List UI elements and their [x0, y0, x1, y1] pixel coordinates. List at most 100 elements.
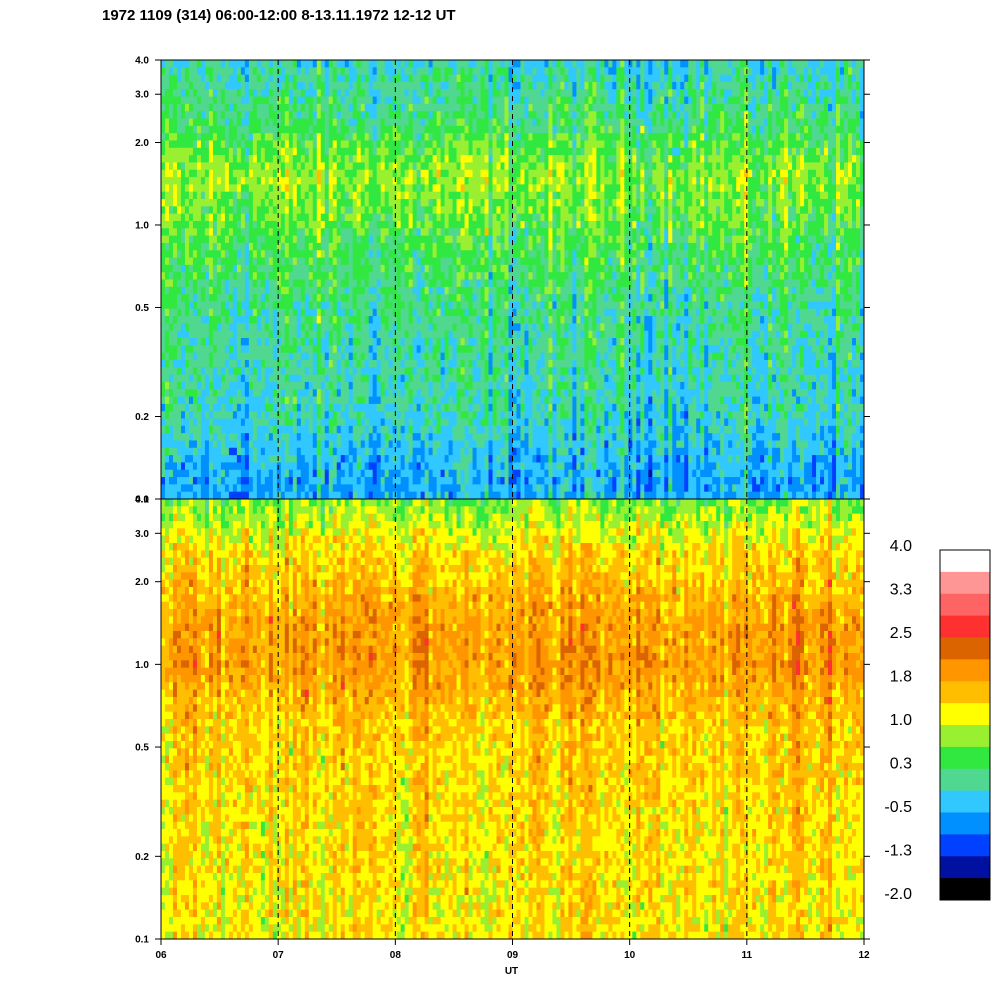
heatmap-cell	[220, 330, 226, 339]
heatmap-cell	[260, 228, 266, 236]
heatmap-cell	[216, 425, 222, 434]
heatmap-cell	[444, 323, 449, 332]
heatmap-cell	[184, 133, 190, 141]
heatmap-cell	[164, 169, 170, 178]
heatmap-cell	[444, 111, 449, 119]
heatmap-cell	[168, 264, 174, 273]
heatmap-cell	[404, 199, 410, 207]
heatmap-cell	[236, 147, 242, 156]
heatmap-cell	[428, 235, 434, 244]
heatmap-cell	[304, 440, 310, 449]
heatmap-cell	[464, 140, 469, 149]
heatmap-cell	[240, 140, 246, 149]
heatmap-cell	[260, 462, 266, 471]
heatmap-cell	[240, 389, 246, 397]
heatmap-cell	[416, 140, 422, 149]
heatmap-cell	[420, 199, 426, 207]
heatmap-cell	[316, 323, 322, 332]
heatmap-cell	[172, 147, 178, 156]
heatmap-cell	[416, 352, 422, 361]
heatmap-cell	[416, 323, 422, 332]
heatmap-cell	[324, 338, 330, 346]
heatmap-cell	[236, 433, 242, 441]
heatmap-cell	[368, 316, 374, 324]
heatmap-cell	[304, 81, 310, 90]
heatmap-cell	[372, 96, 378, 105]
heatmap-cell	[424, 81, 430, 90]
heatmap-cell	[380, 162, 386, 171]
heatmap-cell	[296, 118, 302, 127]
heatmap-cell	[412, 330, 418, 339]
heatmap-cell	[228, 177, 234, 185]
heatmap-cell	[280, 418, 286, 427]
heatmap-cell	[272, 338, 278, 346]
heatmap-cell	[172, 294, 178, 302]
heatmap-cell	[380, 440, 386, 449]
heatmap-cell	[472, 330, 477, 339]
heatmap-cell	[384, 89, 390, 97]
heatmap-cell	[164, 323, 170, 332]
heatmap-cell	[260, 191, 266, 200]
heatmap-cell	[472, 491, 477, 500]
heatmap-cell	[328, 74, 334, 83]
heatmap-cell	[332, 118, 338, 127]
heatmap-cell	[208, 147, 214, 156]
heatmap-cell	[424, 455, 430, 463]
heatmap-cell	[200, 352, 206, 361]
heatmap-cell	[464, 206, 469, 215]
heatmap-cell	[284, 74, 290, 83]
heatmap-cell	[216, 184, 222, 193]
heatmap-cell	[392, 133, 398, 141]
heatmap-cell	[456, 477, 461, 485]
heatmap-cell	[176, 455, 182, 463]
heatmap-cell	[236, 308, 242, 317]
heatmap-cell	[268, 484, 274, 493]
heatmap-cell	[224, 257, 230, 266]
heatmap-cell	[328, 242, 334, 251]
heatmap-cell	[284, 213, 290, 222]
heatmap-cell	[232, 477, 238, 485]
heatmap-cell	[288, 118, 294, 127]
heatmap-cell	[272, 206, 278, 215]
spectrogram-panel-upper: 0.10.20.51.02.03.04.0	[135, 56, 870, 506]
heatmap-cell	[248, 235, 254, 244]
heatmap-cell	[224, 162, 230, 171]
heatmap-cell	[376, 257, 382, 266]
heatmap-cell	[248, 367, 254, 376]
heatmap-cell	[352, 177, 358, 185]
heatmap-cell	[192, 491, 198, 500]
heatmap-cell	[432, 389, 437, 397]
heatmap-cell	[288, 199, 294, 207]
heatmap-cell	[336, 462, 342, 471]
heatmap-cell	[448, 469, 453, 478]
heatmap-cell	[480, 133, 485, 141]
heatmap-cell	[180, 338, 186, 346]
heatmap-cell	[284, 389, 290, 397]
heatmap-cell	[488, 294, 493, 302]
heatmap-cell	[404, 162, 410, 171]
heatmap-cell	[352, 272, 358, 280]
heatmap-cell	[228, 103, 234, 112]
heatmap-cell	[480, 396, 485, 405]
heatmap-cell	[436, 133, 441, 141]
heatmap-cell	[424, 308, 430, 317]
heatmap-cell	[196, 477, 202, 485]
heatmap-cell	[336, 147, 342, 156]
heatmap-cell	[348, 155, 354, 163]
heatmap-cell	[220, 96, 226, 105]
heatmap-cell	[456, 301, 461, 310]
heatmap-cell	[248, 491, 254, 500]
heatmap-cell	[200, 330, 206, 339]
heatmap-cell	[220, 389, 226, 397]
heatmap-cell	[312, 462, 318, 471]
heatmap-cell	[476, 147, 481, 156]
heatmap-cell	[380, 491, 386, 500]
heatmap-cell	[344, 477, 350, 485]
heatmap-cell	[440, 396, 445, 405]
heatmap-cell	[396, 103, 402, 112]
heatmap-cell	[452, 301, 457, 310]
heatmap-cell	[328, 184, 334, 193]
heatmap-cell	[356, 169, 362, 178]
heatmap-cell	[480, 103, 485, 112]
heatmap-cell	[452, 367, 457, 376]
